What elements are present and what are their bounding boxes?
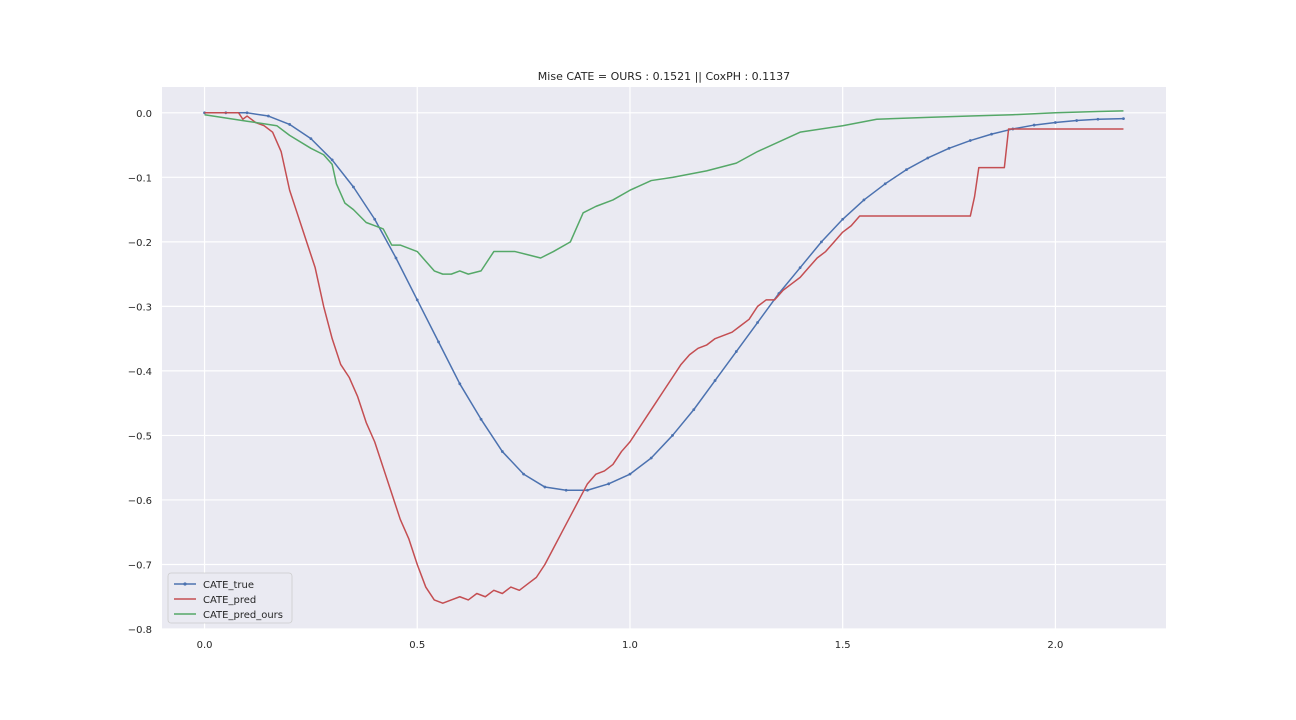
- y-tick-label: −0.4: [128, 367, 152, 378]
- legend: CATE_true CATE_pred CATE_pred_ours: [167, 572, 293, 624]
- y-tick-label: −0.7: [128, 560, 152, 571]
- data-point: [734, 350, 738, 353]
- x-tick-label: 1.5: [835, 640, 851, 651]
- series-cate-true: [203, 111, 1125, 492]
- series-layer: [203, 110, 1125, 604]
- grid-lines: [162, 87, 1166, 630]
- data-point: [1075, 119, 1079, 122]
- data-point: [820, 240, 823, 244]
- legend-box: [167, 572, 293, 624]
- data-point: [352, 185, 355, 189]
- y-tick-label: −0.1: [128, 173, 152, 184]
- data-point: [905, 168, 908, 171]
- chart-title: Mise CATE = OURS : 0.1521 || CoxPH : 0.1…: [538, 70, 790, 83]
- y-tick-label: 0.0: [136, 109, 152, 120]
- x-tick-label: 1.0: [622, 640, 638, 651]
- data-point: [841, 217, 845, 221]
- data-point: [394, 256, 398, 260]
- series-line: [204, 112, 1124, 492]
- legend-label: CATE_pred_ours: [203, 610, 283, 621]
- data-point: [309, 137, 313, 141]
- data-point: [990, 132, 993, 136]
- data-point: [415, 298, 419, 302]
- y-tick-label: −0.6: [128, 496, 152, 507]
- y-tick-label: −0.3: [128, 302, 152, 313]
- x-tick-label: 0.5: [409, 640, 425, 651]
- data-point: [649, 456, 653, 460]
- y-tick-label: −0.2: [128, 238, 152, 249]
- y-tick-label: −0.5: [128, 431, 152, 442]
- data-point: [437, 340, 440, 344]
- data-point: [564, 488, 568, 492]
- data-point: [479, 417, 483, 421]
- x-tick-label: 2.0: [1047, 640, 1063, 651]
- data-point: [522, 472, 526, 476]
- plot-area: [162, 87, 1166, 629]
- y-tick-label: −0.8: [128, 625, 152, 636]
- data-point: [756, 321, 759, 324]
- legend-marker: [183, 582, 187, 586]
- data-point: [586, 488, 589, 492]
- data-point: [1053, 121, 1057, 124]
- data-point: [883, 182, 887, 186]
- data-point: [330, 158, 334, 162]
- data-point: [862, 198, 866, 202]
- data-point: [671, 434, 674, 437]
- legend-label: CATE_true: [203, 580, 254, 591]
- data-point: [607, 482, 611, 486]
- series-cate-pred: [204, 112, 1124, 604]
- data-point: [245, 111, 249, 115]
- data-point: [500, 450, 504, 453]
- data-point: [692, 408, 696, 412]
- tick-labels: 0.0 0.5 1.0 1.5 2.0 0.0 −0.1 −0.2 −0.3 −0.4 −0.5 −0…: [128, 109, 1064, 651]
- data-point: [288, 123, 292, 126]
- data-point: [543, 485, 547, 489]
- series-line: [204, 112, 1124, 604]
- data-point: [373, 217, 377, 221]
- data-point: [947, 146, 951, 150]
- series-cate-pred-ours: [204, 110, 1124, 275]
- data-point: [926, 156, 930, 160]
- data-point: [1096, 117, 1100, 121]
- data-point: [968, 139, 972, 142]
- data-point: [798, 266, 802, 270]
- data-point: [713, 379, 717, 382]
- data-point: [628, 472, 632, 476]
- data-point: [266, 114, 270, 118]
- data-point: [1032, 123, 1036, 127]
- data-point: [1122, 117, 1125, 121]
- x-tick-label: 0.0: [197, 640, 213, 651]
- legend-label: CATE_pred: [203, 595, 256, 606]
- series-line: [204, 110, 1124, 275]
- data-point: [458, 382, 462, 386]
